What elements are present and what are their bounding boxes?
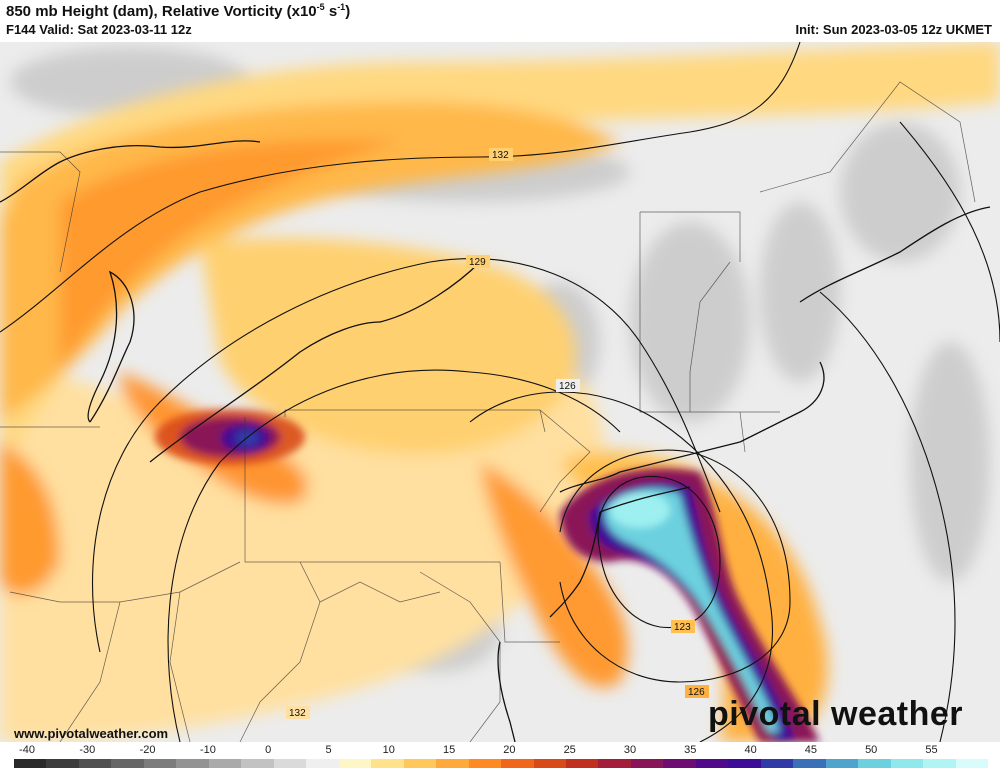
legend-tick-label: 45 bbox=[804, 744, 818, 756]
contour-label-126: 126 bbox=[559, 381, 576, 392]
website-watermark: www.pivotalweather.com bbox=[14, 726, 169, 741]
legend-tick-label: -10 bbox=[199, 744, 216, 756]
boundaries bbox=[0, 81, 976, 742]
legend-tick-label: 25 bbox=[563, 744, 576, 756]
colorbar-swatch bbox=[728, 759, 761, 768]
contour-right bbox=[819, 291, 956, 742]
coastline bbox=[0, 140, 991, 742]
legend-tick-label: 15 bbox=[442, 744, 456, 756]
colorbar-swatch bbox=[338, 759, 372, 768]
colorbar-swatch bbox=[858, 759, 891, 768]
colorbar-swatch bbox=[273, 759, 307, 768]
legend-tick-label: 40 bbox=[744, 744, 757, 756]
colorbar-swatch bbox=[241, 759, 274, 768]
vorticity-max-ohio bbox=[155, 409, 305, 465]
colorbar-swatch bbox=[403, 759, 437, 768]
colorbar-swatch bbox=[78, 759, 112, 768]
contour-132 bbox=[0, 42, 801, 333]
colorbar-swatch bbox=[468, 759, 502, 768]
colorbar-swatch bbox=[533, 759, 566, 768]
colorbar-swatch bbox=[111, 759, 144, 768]
colorbar-swatch bbox=[14, 759, 47, 768]
legend-tick-label: 10 bbox=[382, 744, 395, 756]
contour-label-129: 129 bbox=[469, 257, 486, 268]
height-contours bbox=[0, 42, 1000, 742]
legend-tick-label: 35 bbox=[684, 744, 697, 756]
colorbar-swatch bbox=[598, 759, 631, 768]
legend-tick-label: -40 bbox=[19, 744, 35, 756]
init-time: Init: Sun 2023-03-05 12z UKMET bbox=[795, 22, 993, 37]
colorbar-swatch bbox=[565, 759, 599, 768]
colorbar-swatch bbox=[955, 759, 989, 768]
colorbar-swatch bbox=[663, 759, 696, 768]
colorbar-swatch bbox=[695, 759, 729, 768]
colorbar-swatch bbox=[501, 759, 534, 768]
legend-tick-label: -30 bbox=[79, 744, 96, 756]
colorbar-swatch bbox=[46, 759, 79, 768]
legend-tick-label: 0 bbox=[265, 744, 272, 756]
legend-tick-label: 20 bbox=[503, 744, 516, 756]
colorbar-swatch bbox=[793, 759, 826, 768]
colorbar-swatch bbox=[923, 759, 956, 768]
colorbar-swatch bbox=[143, 759, 177, 768]
map-title: 850 mb Height (dam), Relative Vorticity … bbox=[6, 2, 351, 20]
legend-tick-label: 30 bbox=[623, 744, 637, 756]
legend-tick-label: 5 bbox=[325, 744, 332, 756]
contour-label-126-south: 126 bbox=[688, 687, 705, 698]
vorticity-max-coastal bbox=[560, 468, 820, 742]
contour-far-right bbox=[899, 121, 1000, 343]
colorbar-swatch bbox=[630, 759, 664, 768]
colorbar-swatch bbox=[306, 759, 339, 768]
contour-126-b bbox=[469, 391, 773, 742]
contour-labels: 132 129 126 123 126 132 bbox=[286, 148, 709, 719]
colorbar-swatch bbox=[436, 759, 469, 768]
contour-123 bbox=[597, 475, 721, 629]
colorbar-swatch bbox=[760, 759, 794, 768]
contour-label-132-south: 132 bbox=[289, 708, 306, 719]
colorbar-swatch bbox=[176, 759, 209, 768]
legend-tick-label: 55 bbox=[925, 744, 938, 756]
colorbar-swatch bbox=[208, 759, 242, 768]
contour-label-132: 132 bbox=[492, 150, 509, 161]
colorbar-swatch bbox=[890, 759, 924, 768]
colorbar-swatch bbox=[825, 759, 859, 768]
contour-123-outer bbox=[559, 449, 791, 683]
header: 850 mb Height (dam), Relative Vorticity … bbox=[0, 0, 1000, 42]
legend-tick-label: -20 bbox=[139, 744, 156, 756]
colorbar-swatch bbox=[371, 759, 404, 768]
contour-129 bbox=[91, 258, 721, 653]
colorbar bbox=[14, 759, 989, 768]
contour-label-123: 123 bbox=[674, 622, 691, 633]
valid-time: F144 Valid: Sat 2023-03-11 12z bbox=[6, 22, 192, 37]
brand-logo: pivotal weather bbox=[708, 695, 964, 733]
weather-map: 132 129 126 123 126 132 bbox=[0, 42, 1000, 742]
contour-126 bbox=[167, 369, 621, 742]
legend-tick-label: 50 bbox=[865, 744, 878, 756]
